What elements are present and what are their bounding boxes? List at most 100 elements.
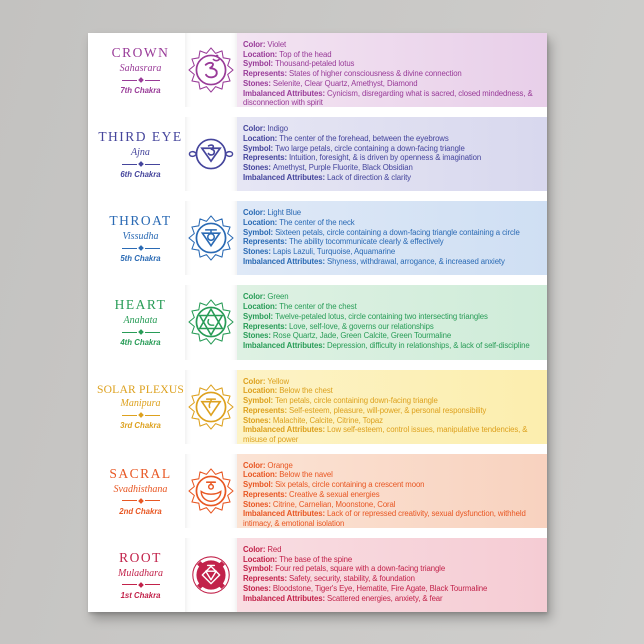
- detail-value: The ability tocommunicate clearly & effe…: [288, 237, 444, 247]
- detail-line-location: Location: The base of the spine: [243, 555, 539, 565]
- detail-label: Location:: [243, 49, 278, 59]
- chakra-row-sacral: SACRAL Svadhisthana 2nd Chakra Color: Ora…: [88, 453, 547, 529]
- detail-label: Location:: [243, 133, 278, 143]
- chakra-number-label: 5th Chakra: [120, 254, 161, 264]
- chakra-title: THROAT: [109, 213, 172, 229]
- detail-label: Color:: [243, 460, 266, 470]
- diamond-divider: [121, 497, 160, 504]
- crown-details-panel: Color: Violet Location: Top of the head Sy…: [237, 33, 547, 107]
- detail-line-represents: Represents: Self-esteem, pleasure, will-p…: [243, 406, 539, 416]
- detail-label: Stones:: [243, 499, 271, 509]
- detail-value: Rose Quartz, Jade, Green Calcite, Green …: [272, 331, 452, 341]
- chakra-row-third-eye: THIRD EYE Ajna 6th Chakra Color: Indigo L…: [88, 117, 547, 192]
- detail-line-imbalanced: Imbalanced Attributes: Low self-esteem, c…: [243, 425, 539, 444]
- heart-details-panel: Color: Green Location: The center of the c…: [237, 285, 547, 360]
- detail-value: Lapis Lazuli, Turquoise, Aquamarine: [272, 247, 396, 257]
- throat-chakra-icon: [188, 215, 234, 261]
- detail-value: Bloodstone, Tiger's Eye, Hematite, Fire …: [272, 583, 488, 593]
- detail-value: Self-esteem, pleasure, will-power, & per…: [288, 405, 487, 415]
- detail-line-stones: Stones: Selenite, Clear Quartz, Amethyst,…: [243, 79, 539, 89]
- chakra-chart-poster: CROWN Sahasrara 7th Chakra Color: Violet …: [88, 33, 547, 612]
- diamond-divider: [121, 329, 160, 336]
- detail-label: Imbalanced Attributes:: [243, 593, 325, 603]
- detail-line-color: Color: Orange: [243, 461, 539, 471]
- chakra-number-label: 6th Chakra: [120, 170, 161, 180]
- chakra-title: SOLAR PLEXUS: [96, 383, 185, 397]
- chakra-row-solar-plexus: SOLAR PLEXUS Manipura 3rd Chakra Color: Y…: [88, 369, 547, 444]
- detail-value: Amethyst, Purple Fluorite, Black Obsidia…: [272, 163, 413, 173]
- detail-value: Below the chest: [279, 386, 333, 396]
- detail-label: Imbalanced Attributes:: [243, 509, 325, 519]
- detail-label: Color:: [243, 292, 266, 302]
- detail-line-represents: Represents: Intuition, foresight, & is dr…: [243, 153, 539, 163]
- detail-label: Symbol:: [243, 59, 274, 69]
- diamond-divider: [121, 412, 160, 418]
- detail-label: Symbol:: [243, 480, 274, 490]
- detail-line-symbol: Symbol: Thousand-petaled lotus: [243, 59, 539, 69]
- detail-label: Represents:: [243, 489, 287, 499]
- detail-label: Color:: [243, 376, 266, 386]
- detail-value: Creative & sexual energies: [288, 489, 380, 499]
- detail-value: Love, self-love, & governs our relations…: [288, 321, 434, 331]
- detail-line-color: Color: Violet: [243, 40, 539, 50]
- detail-value: Citrine, Carnelian, Moonstone, Coral: [272, 499, 396, 509]
- detail-label: Represents:: [243, 153, 287, 163]
- detail-line-symbol: Symbol: Twelve-petaled lotus, circle cont…: [243, 312, 539, 322]
- detail-line-location: Location: The center of the chest: [243, 302, 539, 312]
- detail-value: Orange: [267, 460, 293, 470]
- detail-line-imbalanced: Imbalanced Attributes: Shyness, withdrawa…: [243, 257, 539, 267]
- detail-label: Imbalanced Attributes:: [243, 172, 325, 182]
- third-eye-icon-cell: [185, 117, 237, 192]
- detail-line-location: Location: The center of the neck: [243, 218, 539, 228]
- detail-label: Stones:: [243, 247, 271, 257]
- detail-line-location: Location: Top of the head: [243, 50, 539, 60]
- diamond-ornament: [137, 245, 144, 252]
- detail-label: Color:: [243, 544, 266, 554]
- detail-value: Two large petals, circle containing a do…: [275, 143, 465, 153]
- detail-line-imbalanced: Imbalanced Attributes: Lack of direction …: [243, 173, 539, 183]
- detail-line-stones: Stones: Amethyst, Purple Fluorite, Black …: [243, 163, 539, 173]
- detail-label: Color:: [243, 208, 266, 218]
- detail-label: Represents:: [243, 237, 287, 247]
- detail-label: Symbol:: [243, 143, 274, 153]
- chakra-row-heart: HEART Anahata 4th Chakra Color: Green Loc…: [88, 285, 547, 360]
- diamond-ornament: [137, 329, 144, 336]
- detail-value: Below the navel: [279, 470, 333, 480]
- detail-label: Symbol:: [243, 227, 274, 237]
- detail-value: Twelve-petaled lotus, circle containing …: [275, 311, 488, 321]
- detail-value: Thousand-petaled lotus: [275, 59, 355, 69]
- detail-label: Represents:: [243, 321, 287, 331]
- detail-line-symbol: Symbol: Six petals, circle containing a c…: [243, 480, 539, 490]
- detail-value: Red: [267, 544, 282, 554]
- detail-line-imbalanced: Imbalanced Attributes: Scattered energies…: [243, 594, 539, 604]
- detail-label: Color:: [243, 124, 266, 134]
- detail-label: Stones:: [243, 78, 271, 88]
- detail-value: The center of the neck: [279, 218, 355, 228]
- chakra-row-throat: THROAT Vissudha 5th Chakra Color: Light B…: [88, 201, 547, 276]
- detail-line-stones: Stones: Rose Quartz, Jade, Green Calcite,…: [243, 331, 539, 341]
- detail-value: Green: [267, 292, 289, 302]
- chakra-title: ROOT: [119, 549, 162, 565]
- chakra-number-label: 2nd Chakra: [119, 506, 162, 516]
- chakra-sanskrit-name: Vissudha: [122, 231, 159, 243]
- detail-value: Sixteen petals, circle containing a down…: [275, 227, 520, 237]
- detail-label: Imbalanced Attributes:: [243, 256, 325, 266]
- detail-value: Malachite, Calcite, Citrine, Topaz: [272, 415, 383, 425]
- root-chakra-icon: [192, 556, 230, 594]
- detail-value: Low self-esteem, control issues, manipul…: [243, 425, 528, 444]
- root-details-panel: Color: Red Location: The base of the spine…: [237, 537, 547, 612]
- third-eye-details-panel: Color: Indigo Location: The center of the …: [237, 117, 547, 192]
- detail-value: Shyness, withdrawal, arrogance, & increa…: [327, 256, 505, 266]
- chakra-row-root: ROOT Muladhara 1st Chakra: [88, 537, 547, 612]
- detail-value: Lack of or repressed creativity, sexual …: [243, 509, 526, 529]
- detail-line-color: Color: Indigo: [243, 124, 539, 134]
- detail-value: Ten petals, circle containing down-facin…: [275, 396, 438, 406]
- detail-label: Color:: [243, 40, 266, 49]
- detail-label: Location:: [243, 302, 278, 312]
- diamond-ornament: [137, 161, 144, 168]
- detail-line-stones: Stones: Bloodstone, Tiger's Eye, Hematite…: [243, 584, 539, 594]
- detail-label: Location:: [243, 470, 278, 480]
- crown-name-panel: CROWN Sahasrara 7th Chakra: [96, 33, 185, 108]
- detail-label: Imbalanced Attributes:: [243, 425, 325, 435]
